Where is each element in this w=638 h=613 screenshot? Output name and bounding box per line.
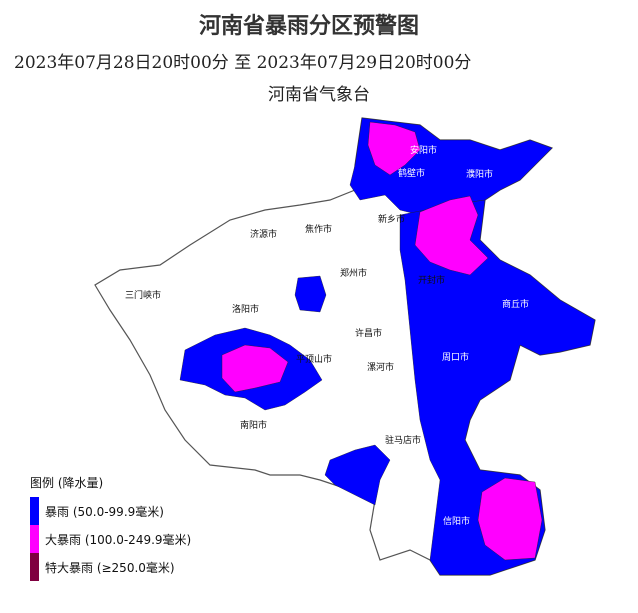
issuer: 河南省气象台 [268, 85, 370, 105]
pingdingshan-heavy-area [221, 344, 289, 393]
city-label: 鹤壁市 [398, 167, 425, 179]
south-rainstorm-area [324, 444, 391, 506]
city-label: 南阳市 [240, 419, 267, 431]
city-label: 周口市 [442, 351, 469, 363]
city-label: 平顶山市 [296, 353, 332, 365]
legend-item-heavy-rainstorm: 大暴雨 (100.0-249.9毫米) [30, 525, 191, 553]
city-label: 新乡市 [378, 213, 405, 225]
legend-label: 特大暴雨 (≥250.0毫米) [45, 560, 175, 575]
city-label: 信阳市 [443, 515, 470, 527]
legend-swatch [30, 553, 39, 581]
city-label: 洛阳市 [232, 303, 259, 315]
kaifeng-heavy-area [414, 195, 489, 276]
city-label: 安阳市 [410, 144, 437, 156]
legend-item-rainstorm: 暴雨 (50.0-99.9毫米) [30, 497, 191, 525]
title-text: 河南省暴雨分区预警图 [198, 14, 419, 39]
city-label: 济源市 [250, 228, 277, 240]
legend-title: 图例 (降水量) [30, 476, 104, 490]
legend-label: 暴雨 (50.0-99.9毫米) [45, 504, 164, 519]
legend-label: 大暴雨 (100.0-249.9毫米) [45, 532, 192, 547]
city-label: 漯河市 [367, 361, 394, 373]
city-label: 濮阳市 [466, 168, 493, 180]
city-label: 焦作市 [305, 223, 332, 235]
city-labels: 安阳市 鹤壁市 濮阳市 新乡市 焦作市 济源市 郑州市 开封市 三门峡市 洛阳市… [125, 144, 529, 527]
legend-item-extreme-rainstorm: 特大暴雨 (≥250.0毫米) [30, 553, 191, 581]
city-label: 郑州市 [340, 267, 367, 279]
anyang-heavy-area [367, 121, 421, 176]
city-label: 商丘市 [502, 298, 529, 310]
forecast-period: 2023年07月28日20时00分 至 2023年07月29日20时00分 [14, 53, 472, 73]
legend: 图例 (降水量) 暴雨 (50.0-99.9毫米) 大暴雨 (100.0-249… [30, 474, 191, 581]
city-label: 驻马店市 [385, 434, 421, 446]
zhengzhou-rainstorm-area [294, 275, 327, 313]
map-title: 河南省暴雨分区预警图 [0, 8, 638, 40]
east-rainstorm-area [399, 199, 596, 576]
city-label: 三门峡市 [125, 289, 161, 301]
heavy-rainstorm-areas [221, 121, 543, 561]
city-label: 许昌市 [355, 327, 382, 339]
xinyang-heavy-area [477, 477, 543, 561]
legend-swatch [30, 497, 39, 525]
city-label: 开封市 [418, 274, 445, 286]
legend-swatch [30, 525, 39, 553]
